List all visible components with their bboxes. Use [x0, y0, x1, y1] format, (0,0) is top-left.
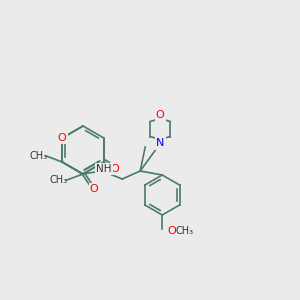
Text: O: O — [168, 226, 177, 236]
Text: O: O — [156, 110, 165, 119]
Text: O: O — [90, 184, 99, 194]
Text: CH₃: CH₃ — [50, 175, 68, 185]
Text: CH₃: CH₃ — [175, 226, 193, 236]
Text: CH₃: CH₃ — [29, 151, 47, 161]
Text: O: O — [111, 164, 119, 173]
Text: N: N — [156, 139, 164, 148]
Text: NH: NH — [97, 164, 112, 174]
Text: O: O — [58, 133, 67, 143]
